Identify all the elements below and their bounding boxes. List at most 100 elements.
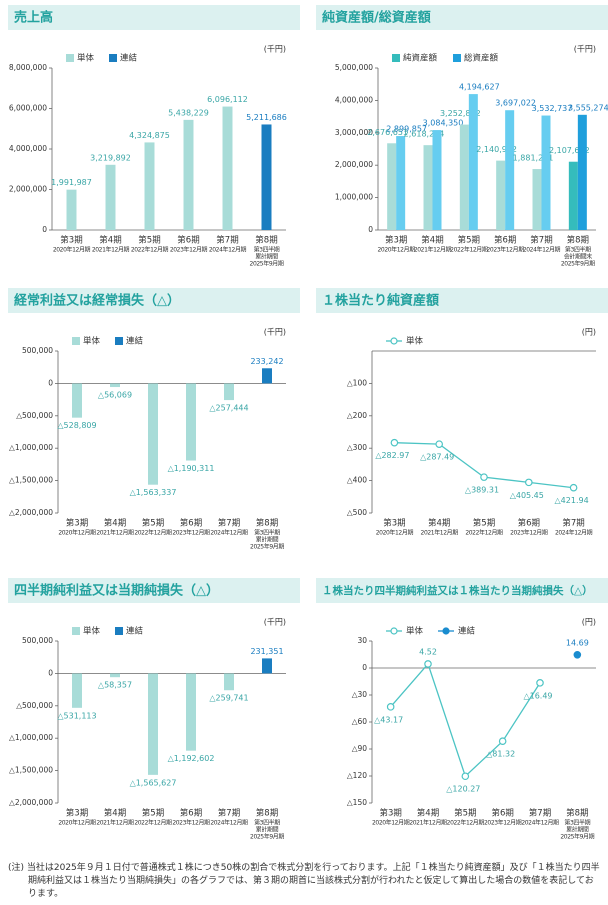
- value-label: 14.69: [566, 638, 589, 647]
- bar: [262, 368, 272, 384]
- bar: [110, 383, 120, 388]
- x-tick-label: 第3四半期: [564, 819, 590, 827]
- x-tick-label: 累計期間: [256, 536, 279, 544]
- bar: [432, 130, 442, 230]
- y-tick-label: 2,000,000: [335, 160, 373, 169]
- bar: [459, 124, 469, 230]
- line: [390, 662, 541, 778]
- value-label: 1,881,231: [513, 154, 554, 163]
- unit-label: (千円): [264, 327, 286, 337]
- x-tick-label: 2021年12月期: [96, 819, 134, 827]
- x-tick-label: 第6期: [518, 518, 540, 529]
- x-tick-label: 第4期: [417, 808, 439, 819]
- x-tick-label: 2020年12月期: [378, 246, 416, 254]
- y-tick-label: △500,000: [16, 411, 53, 420]
- bar: [186, 383, 196, 461]
- bar: [532, 169, 542, 230]
- x-tick-label: 第8期: [256, 808, 278, 819]
- x-tick-label: 2023年12月期: [170, 246, 208, 254]
- legend-label: 連結: [126, 626, 144, 637]
- value-label: 233,242: [250, 357, 283, 366]
- x-tick-label: 2020年12月期: [58, 819, 96, 827]
- charts: 売上高(千円)単体 連結02,000,0004,000,0006,000,0008…: [8, 5, 608, 841]
- y-tick-label: △200: [347, 411, 367, 420]
- y-tick-label: 5,000,000: [335, 63, 373, 72]
- x-tick-label: 2025年9月期: [250, 833, 284, 841]
- x-tick-label: 2020年12月期: [58, 529, 96, 537]
- value-label: △120.27: [446, 785, 480, 794]
- y-tick-label: 500,000: [22, 636, 53, 645]
- x-tick-label: 第5期: [142, 808, 164, 819]
- value-label: 6,096,112: [207, 95, 248, 104]
- bar: [66, 189, 77, 230]
- x-tick-label: 2022年12月期: [134, 819, 172, 827]
- bar: [148, 383, 158, 485]
- x-tick-label: 2022年12月期: [450, 246, 488, 254]
- legend-label: 連結: [120, 53, 138, 64]
- y-tick-label: 1,000,000: [335, 193, 373, 202]
- bar: [496, 160, 506, 230]
- x-tick-label: 第5期: [458, 235, 480, 246]
- x-tick-label: 第4期: [99, 235, 121, 246]
- y-tick-label: △500,000: [16, 701, 53, 710]
- y-tick-label: △2,000,000: [9, 508, 53, 517]
- y-tick-label: △90: [352, 744, 368, 753]
- x-tick-label: 第3期: [383, 518, 405, 529]
- y-tick-label: 0: [48, 668, 53, 677]
- value-label: 3,555,274: [568, 103, 608, 112]
- x-tick-label: 第4期: [104, 518, 126, 529]
- x-tick-label: 累計期間: [566, 826, 589, 834]
- panel-header: [316, 288, 608, 313]
- x-tick-label: 2021年12月期: [96, 529, 134, 537]
- x-tick-label: 2022年12月期: [134, 529, 172, 537]
- legend-marker: [390, 627, 398, 635]
- x-tick-label: 第6期: [180, 518, 202, 529]
- bar: [468, 94, 478, 230]
- value-label: △257,444: [209, 404, 248, 413]
- x-tick-label: 第5期: [454, 808, 476, 819]
- y-tick-label: △60: [352, 717, 368, 726]
- x-tick-label: 2023年12月期: [487, 246, 525, 254]
- value-label: 2,618,294: [404, 130, 445, 139]
- y-tick-label: △500: [347, 508, 367, 517]
- value-label: △259,741: [209, 694, 248, 703]
- value-label: △16.49: [523, 691, 552, 700]
- x-tick-label: 第5期: [142, 518, 164, 529]
- x-tick-label: 2025年9月期: [250, 543, 284, 551]
- x-tick-label: 2023年12月期: [172, 819, 210, 827]
- bar: [568, 161, 578, 230]
- bar: [183, 119, 194, 230]
- x-tick-label: 2024年12月期: [210, 819, 248, 827]
- value-label: 1,991,987: [51, 178, 92, 187]
- y-tick-label: △1,000,000: [9, 443, 53, 452]
- value-label: 4,194,627: [459, 83, 500, 92]
- x-tick-label: 2023年12月期: [484, 819, 522, 827]
- bar: [72, 383, 82, 418]
- x-tick-label: 累計期間: [256, 826, 279, 834]
- y-tick-label: 0: [42, 225, 47, 234]
- value-label: △1,190,311: [168, 464, 215, 473]
- panel-header: [8, 5, 300, 30]
- value-label: △287.49: [420, 453, 454, 462]
- y-tick-label: △2,000,000: [9, 798, 53, 807]
- y-tick-label: △1,000,000: [9, 733, 53, 742]
- value-label: △58,357: [98, 681, 132, 690]
- bar: [144, 142, 155, 230]
- y-tick-label: 30: [357, 636, 367, 645]
- x-tick-label: 第5期: [138, 235, 160, 246]
- x-tick-label: 2025年9月期: [560, 833, 594, 841]
- x-tick-label: 第8期: [567, 235, 589, 246]
- bar: [148, 673, 158, 775]
- x-tick-label: 第6期: [177, 235, 199, 246]
- x-tick-label: 第3四半期: [254, 529, 280, 537]
- legend-marker: [442, 627, 450, 635]
- legend-swatch: [115, 337, 123, 345]
- panel-header: [8, 288, 300, 313]
- bar: [224, 383, 234, 401]
- marker: [424, 660, 432, 668]
- y-tick-label: △120: [347, 771, 367, 780]
- x-tick-label: 第3期: [379, 808, 401, 819]
- value-label: △43.17: [374, 715, 403, 724]
- marker: [480, 473, 488, 481]
